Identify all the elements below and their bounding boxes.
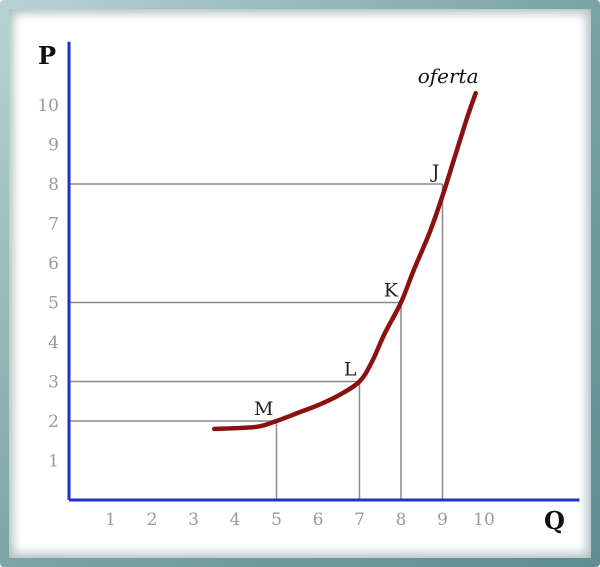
x-tick-label-4: 4 [230,510,241,530]
x-tick-label-2: 2 [147,510,158,530]
y-tick-label-6: 6 [48,254,59,274]
x-tick-label-3: 3 [188,510,199,530]
series-line-oferta [212,90,478,432]
x-tick-label-8: 8 [396,510,407,530]
axes [67,41,580,502]
guide-lines [69,183,444,500]
series-layer [212,90,478,432]
y-axis-title: P [38,41,56,70]
y-tick-label-9: 9 [48,136,59,156]
y-tick-label-8: 8 [48,175,59,195]
series-label-oferta: oferta [418,64,479,88]
point-label-m: M [254,398,273,420]
chart-panel: 1 2 3 4 5 6 7 8 9 10 1 2 3 4 5 6 7 8 9 10 oferta M L K J P Q [9,9,591,558]
y-tick-label-5: 5 [48,294,59,314]
tick-labels: 1 2 3 4 5 6 7 8 9 10 1 2 3 4 5 6 7 8 9 10 [37,96,494,530]
point-label-l: L [344,359,357,381]
point-label-k: K [384,280,399,302]
x-tick-label-5: 5 [271,510,282,530]
supply-chart: 1 2 3 4 5 6 7 8 9 10 1 2 3 4 5 6 7 8 9 10 oferta M L K J P Q [37,41,580,535]
x-tick-label-6: 6 [313,510,324,530]
x-tick-label-1: 1 [105,510,116,530]
x-tick-label-7: 7 [354,510,365,530]
y-tick-label-1: 1 [48,452,59,472]
x-tick-label-9: 9 [437,510,448,530]
y-tick-label-10: 10 [37,96,59,116]
point-labels: oferta M L K J [254,64,478,420]
y-tick-label-3: 3 [48,373,59,393]
x-tick-label-10: 10 [473,510,495,530]
x-axis-title: Q [544,506,565,535]
y-tick-label-7: 7 [48,215,59,235]
y-tick-label-2: 2 [48,412,59,432]
point-label-j: J [430,161,440,183]
y-tick-label-4: 4 [48,333,59,353]
